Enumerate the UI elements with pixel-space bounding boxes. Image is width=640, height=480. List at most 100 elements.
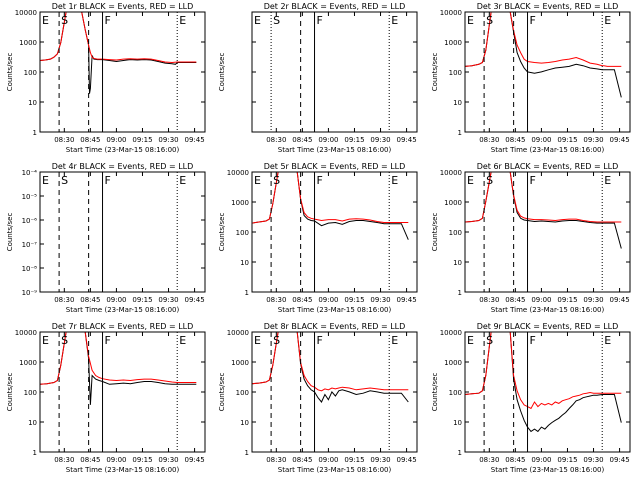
panel-frame	[464, 331, 631, 453]
x-tick-label: 09:15	[132, 456, 152, 464]
marker-label-f: F	[530, 174, 536, 187]
x-tick-label: 09:00	[318, 296, 338, 304]
y-axis-label: Counts/sec	[431, 213, 439, 252]
marker-label-e: E	[604, 174, 611, 187]
series-lld	[465, 12, 622, 67]
panel-title: Det 3r BLACK = Events, RED = LLD	[477, 2, 619, 11]
x-tick-label: 09:15	[557, 296, 577, 304]
marker-label-e: E	[254, 334, 261, 347]
x-tick-label: 08:45	[80, 456, 100, 464]
panel-title: Det 9r BLACK = Events, RED = LLD	[477, 322, 619, 331]
y-axis-label: Counts/sec	[218, 373, 226, 412]
marker-label-f: F	[105, 334, 111, 347]
marker-label-f: F	[530, 14, 536, 27]
x-tick-label: 09:45	[609, 296, 629, 304]
x-tick-label: 08:45	[505, 296, 525, 304]
marker-label-e: E	[254, 14, 261, 27]
x-tick-label: 08:30	[54, 136, 74, 144]
marker-label-e: E	[179, 334, 186, 347]
x-tick-label: 09:30	[158, 136, 178, 144]
y-tick-label: 10⁻⁹	[22, 289, 38, 297]
panel-title: Det 4r BLACK = Events, RED = LLD	[52, 162, 194, 171]
y-tick-label: 1000	[444, 39, 462, 47]
panel-frame	[39, 331, 206, 453]
series-lld	[252, 332, 409, 392]
y-tick-label: 1000	[19, 39, 37, 47]
marker-label-e: E	[179, 174, 186, 187]
y-tick-label: 10000	[440, 329, 462, 337]
x-axis-label: Start Time (23-Mar-15 08:16:00)	[278, 466, 392, 474]
x-tick-label: 09:00	[106, 136, 126, 144]
x-axis-label: Start Time (23-Mar-15 08:16:00)	[491, 466, 605, 474]
x-tick-label: 09:45	[396, 136, 416, 144]
y-tick-label: 1	[245, 449, 249, 457]
panel-frame	[251, 331, 418, 453]
x-tick-label: 08:30	[479, 296, 499, 304]
y-tick-label: 10	[453, 99, 462, 107]
y-tick-label: 10⁻⁴	[22, 169, 38, 177]
series-lld	[252, 172, 409, 224]
marker-label-e: E	[604, 14, 611, 27]
x-tick-label: 09:15	[132, 136, 152, 144]
marker-label-e: E	[254, 174, 261, 187]
x-tick-label: 09:45	[609, 456, 629, 464]
series-lld	[40, 12, 197, 64]
x-axis-label: Start Time (23-Mar-15 08:16:00)	[491, 146, 605, 154]
panel-title: Det 6r BLACK = Events, RED = LLD	[477, 162, 619, 171]
x-axis-label: Start Time (23-Mar-15 08:16:00)	[66, 306, 180, 314]
y-tick-label: 100	[236, 229, 249, 237]
x-tick-label: 09:30	[583, 296, 603, 304]
marker-label-f: F	[105, 174, 111, 187]
marker-label-e: E	[391, 174, 398, 187]
x-tick-label: 09:00	[106, 456, 126, 464]
x-axis-label: Start Time (23-Mar-15 08:16:00)	[66, 146, 180, 154]
y-tick-label: 1000	[444, 359, 462, 367]
y-tick-label: 10000	[15, 9, 37, 17]
x-tick-label: 08:30	[54, 296, 74, 304]
y-tick-label: 10	[453, 419, 462, 427]
y-axis-label: Counts/sec	[6, 213, 14, 252]
x-tick-label: 09:00	[318, 136, 338, 144]
x-tick-label: 09:45	[396, 296, 416, 304]
x-tick-label: 09:15	[557, 136, 577, 144]
y-tick-label: 1000	[19, 359, 37, 367]
marker-label-e: E	[42, 14, 49, 27]
marker-label-e: E	[467, 174, 474, 187]
marker-label-e: E	[604, 334, 611, 347]
marker-label-s: S	[486, 334, 493, 347]
marker-label-s: S	[61, 14, 68, 27]
x-tick-label: 09:30	[583, 136, 603, 144]
marker-label-s: S	[273, 334, 280, 347]
y-axis-label: Counts/sec	[6, 373, 14, 412]
y-tick-label: 100	[449, 69, 462, 77]
y-tick-label: 1	[33, 449, 37, 457]
x-tick-label: 09:30	[158, 456, 178, 464]
y-tick-label: 100	[236, 389, 249, 397]
marker-label-e: E	[42, 174, 49, 187]
x-tick-label: 08:45	[80, 136, 100, 144]
x-tick-label: 09:30	[370, 456, 390, 464]
x-tick-label: 08:45	[505, 456, 525, 464]
marker-label-f: F	[317, 14, 323, 27]
panel-frame	[251, 171, 418, 293]
marker-label-f: F	[105, 14, 111, 27]
x-tick-label: 09:00	[531, 296, 551, 304]
y-tick-label: 10000	[440, 169, 462, 177]
y-axis-label: Counts/sec	[218, 213, 226, 252]
marker-label-f: F	[317, 334, 323, 347]
y-axis-label: Counts/sec	[431, 53, 439, 92]
x-tick-label: 08:45	[505, 136, 525, 144]
x-axis-label: Start Time (23-Mar-15 08:16:00)	[278, 146, 392, 154]
panel-frame	[39, 171, 206, 293]
marker-label-s: S	[273, 14, 280, 27]
y-tick-label: 10⁻⁵	[22, 193, 38, 201]
series-lld	[465, 332, 622, 410]
marker-label-s: S	[61, 174, 68, 187]
series-events	[465, 332, 622, 433]
x-tick-label: 09:00	[318, 456, 338, 464]
y-tick-label: 10000	[15, 329, 37, 337]
